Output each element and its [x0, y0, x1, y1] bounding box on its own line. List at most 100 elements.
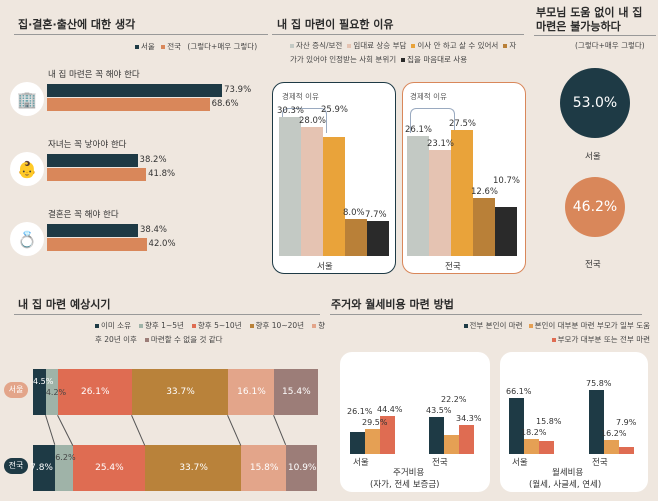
rings-icon: 💍 [10, 222, 44, 256]
panel-subtitle: (월세, 사글세, 연세) [529, 480, 602, 490]
legend-item: 이사 안 하고 살 수 있어서 [411, 41, 498, 50]
bar [429, 417, 444, 454]
group-label: 서울 [512, 458, 528, 468]
bar-value: 68.6% [211, 99, 239, 109]
bar [509, 397, 524, 454]
circle-1: 46.2% [565, 177, 625, 237]
connector-line [227, 415, 242, 446]
bar [444, 435, 459, 454]
connector-line [44, 415, 56, 446]
legend-label: 본인이 대부분 마련 부모가 일부 도움 [534, 321, 650, 330]
segment [57, 369, 133, 415]
bar-value: 26.1% [405, 124, 433, 135]
legend-label: 향후 20년 이후 [95, 321, 325, 344]
legend-swatch [138, 324, 143, 328]
legend-label: 자가가 있어야 인정받는 사회 분위기 [290, 41, 517, 64]
bar [619, 447, 634, 454]
legend-item: 임대료 상승 부담 [347, 41, 406, 50]
bar-value: 22.2% [441, 395, 467, 405]
legend-swatch [551, 338, 556, 342]
bar [473, 198, 495, 256]
legend-label: 전부 본인이 마련 [469, 321, 523, 330]
panel1-title: 집·결혼·출산에 대한 생각 [18, 18, 136, 31]
group-label: 서울 [317, 262, 333, 272]
legend-swatch [95, 324, 99, 328]
bar-value: 8.0% [343, 208, 365, 219]
bar [301, 127, 323, 256]
bar [47, 224, 138, 237]
panel-title: 월세비용 [552, 468, 584, 478]
legend-label: 임대료 상승 부담 [353, 41, 407, 50]
bar [524, 438, 539, 454]
legend-item: 이미 소유 [95, 321, 131, 330]
legend-item: 향후 1~5년 [138, 321, 184, 330]
bar-value: 28.0% [299, 116, 327, 127]
panel4-legend: 이미 소유 향후 1~5년 향후 5~10년 향후 10~20년 향후 20년 이후 마련… [95, 319, 325, 347]
legend-swatch [312, 324, 317, 328]
bar [47, 154, 138, 167]
category-label: 자녀는 꼭 낳아야 한다 [48, 140, 127, 150]
circle-label: 전국 [585, 260, 601, 270]
connector-line [56, 415, 73, 446]
legend-item: 본인이 대부분 마련 부모가 일부 도움 [528, 321, 650, 330]
panel2-legend: 자산 증식/보전 임대료 상승 부담 이사 안 하고 살 수 있어서 자가가 있어야 … [290, 39, 520, 67]
bar [47, 168, 147, 181]
bar [604, 440, 619, 454]
legend-item: 자산 증식/보전 [290, 41, 342, 50]
segment-value: 25.4% [95, 463, 124, 473]
segment [274, 369, 318, 415]
bar [47, 238, 147, 251]
divider [272, 34, 524, 35]
legend-swatch [191, 324, 196, 328]
divider [534, 35, 656, 36]
legend-swatch [135, 45, 139, 49]
legend-seoul: 서울 [141, 42, 155, 51]
bar [459, 424, 474, 454]
bar-value: 15.8% [536, 416, 562, 426]
bar-value: 75.8% [586, 378, 612, 388]
circle-value: 46.2% [572, 199, 618, 215]
legend-swatch [401, 58, 406, 62]
bar-value: 73.9% [224, 85, 252, 95]
legend-item: 전부 본인이 마련 [463, 321, 523, 330]
bar [451, 129, 473, 256]
circle-value: 53.0% [572, 95, 618, 111]
legend-label: 향후 1~5년 [144, 321, 184, 330]
legend-label: 이미 소유 [101, 321, 131, 330]
bar-value: 41.8% [148, 169, 176, 179]
group-label: 전국 [432, 458, 448, 468]
segment-value: 16.1% [237, 387, 266, 397]
legend-swatch [347, 44, 352, 48]
bar [323, 136, 345, 256]
legend-item: 집을 마음대로 사용 [401, 55, 467, 64]
bar-value: 38.4% [140, 225, 168, 235]
bar-value: 10.7% [493, 175, 521, 186]
bar-value: 27.5% [449, 118, 477, 129]
group-label: 전국 [592, 458, 608, 468]
segment [55, 445, 73, 491]
group-badge: 전국 [4, 458, 28, 474]
panel3-note: (그렇다+매우 그렇다) [575, 41, 645, 50]
bar [367, 220, 389, 256]
legend-item: 향후 10~20년 [249, 321, 304, 330]
segment [33, 369, 46, 415]
panel3-title: 부모님 도움 없이 내 집 마련은 불가능하다 [536, 6, 643, 33]
legend-swatch [290, 44, 294, 48]
bar-value: 23.1% [427, 138, 455, 149]
connector-line [273, 415, 287, 446]
panel4-title: 내 집 마련 예상시기 [18, 298, 111, 311]
building-icon: 🏢 [10, 82, 44, 116]
bar-value: 43.5% [426, 406, 452, 416]
group-label: 전국 [445, 262, 461, 272]
legend-swatch [161, 45, 166, 49]
legend-swatch [503, 44, 508, 48]
legend-note: (그렇다+매우 그렇다) [187, 42, 258, 51]
connector-line [131, 415, 146, 446]
segment-value: 26.1% [80, 387, 110, 397]
bar-value: 25.9% [321, 104, 349, 115]
circle-0: 53.0% [560, 68, 630, 138]
panel2-title: 내 집 마련이 필요한 이유 [277, 18, 394, 31]
legend-label: 집을 마음대로 사용 [407, 55, 468, 64]
bar [380, 416, 395, 454]
bar [47, 84, 223, 97]
